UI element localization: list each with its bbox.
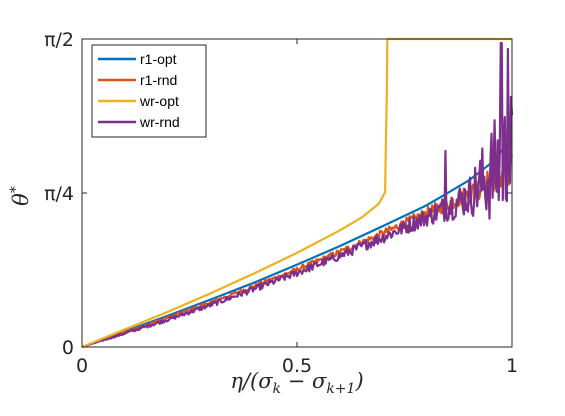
series-line-r1-opt xyxy=(81,138,513,349)
x-tick-label-2: 1 xyxy=(506,355,518,377)
x-axis-label: η/(σk − σk+1) xyxy=(230,369,363,397)
axis-ticks xyxy=(81,38,513,348)
x-tick-label-0: 0 xyxy=(76,355,88,377)
svg-text:η/(σk − σk+1): η/(σk − σk+1) xyxy=(230,369,363,397)
series-line-wr-opt xyxy=(81,37,512,349)
y-tick-label-1: π/4 xyxy=(44,183,74,205)
legend-label-wr-rnd: wr-rnd xyxy=(139,114,180,130)
y-tick-label-2: π/2 xyxy=(44,29,74,51)
legend-label-wr-opt: wr-opt xyxy=(139,93,179,109)
legend: r1-opt r1-rnd wr-opt wr-rnd xyxy=(91,44,207,138)
y-tick-label-0: 0 xyxy=(62,337,74,359)
x-axis-label-text: η/(σ xyxy=(230,369,273,393)
plot-lines xyxy=(81,37,514,349)
series-line-wr-rnd xyxy=(81,41,514,349)
x-tick-label-1: 0.5 xyxy=(282,355,312,377)
legend-label-r1-rnd: r1-rnd xyxy=(140,72,177,88)
tick-labels: 0 0.5 1 0 π/4 π/2 xyxy=(44,29,518,377)
svg-text:θ*: θ* xyxy=(8,186,33,206)
series-line-r1-rnd xyxy=(81,152,514,349)
y-axis-label: θ* xyxy=(8,186,33,206)
legend-label-r1-opt: r1-opt xyxy=(140,51,177,67)
